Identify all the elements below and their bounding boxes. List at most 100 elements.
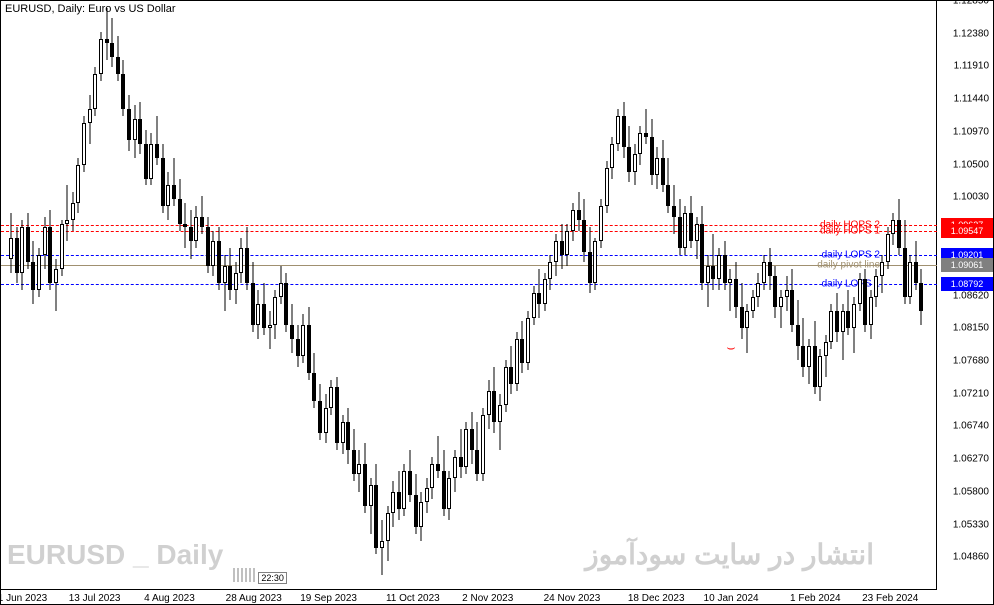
candle — [526, 1, 530, 590]
candle — [779, 1, 783, 590]
chart-plot-area[interactable]: EURUSD _ Daily انتشار در سایت سودآموز da… — [1, 1, 937, 590]
candle — [206, 1, 210, 590]
y-tick: 1.06270 — [953, 454, 989, 465]
candle — [60, 1, 64, 590]
candle — [745, 1, 749, 590]
candle — [666, 1, 670, 590]
candle — [487, 1, 491, 590]
candle — [116, 1, 120, 590]
candle — [903, 1, 907, 590]
candle — [762, 1, 766, 590]
candle — [695, 1, 699, 590]
x-tick: 1 Feb 2024 — [790, 593, 841, 604]
candle — [20, 1, 24, 590]
candle — [734, 1, 738, 590]
candle — [565, 1, 569, 590]
candle — [633, 1, 637, 590]
candle — [217, 1, 221, 590]
candle — [616, 1, 620, 590]
candle — [301, 1, 305, 590]
candle — [127, 1, 131, 590]
candle — [279, 1, 283, 590]
candle — [605, 1, 609, 590]
candle — [178, 1, 182, 590]
candle — [796, 1, 800, 590]
candle — [357, 1, 361, 590]
candle — [582, 1, 586, 590]
red-marker-icon: ⌣ — [726, 339, 735, 356]
price-tag: 1.08792 — [941, 277, 993, 291]
candle — [661, 1, 665, 590]
candle — [296, 1, 300, 590]
y-tick: 1.08620 — [953, 290, 989, 301]
candle — [425, 1, 429, 590]
candle — [560, 1, 564, 590]
candle — [650, 1, 654, 590]
candle — [841, 1, 845, 590]
candle — [262, 1, 266, 590]
candle — [391, 1, 395, 590]
candle — [290, 1, 294, 590]
candle — [312, 1, 316, 590]
candle — [520, 1, 524, 590]
candle — [627, 1, 631, 590]
candle — [144, 1, 148, 590]
candle — [751, 1, 755, 590]
candle — [239, 1, 243, 590]
candle — [436, 1, 440, 590]
candle — [200, 1, 204, 590]
y-tick: 1.08150 — [953, 323, 989, 334]
candle — [829, 1, 833, 590]
candle — [577, 1, 581, 590]
y-tick: 1.12850 — [953, 0, 989, 7]
y-tick: 1.06740 — [953, 421, 989, 432]
x-tick: 18 Dec 2023 — [628, 593, 685, 604]
candle — [453, 1, 457, 590]
y-tick: 1.10970 — [953, 126, 989, 137]
candle — [402, 1, 406, 590]
candle — [622, 1, 626, 590]
candle — [76, 1, 80, 590]
candle — [785, 1, 789, 590]
y-tick: 1.07680 — [953, 355, 989, 366]
x-tick: 23 Feb 2024 — [862, 593, 918, 604]
candle — [37, 1, 41, 590]
candle — [459, 1, 463, 590]
candle — [700, 1, 704, 590]
x-tick: 21 Jun 2023 — [0, 593, 47, 604]
candle — [397, 1, 401, 590]
candle — [430, 1, 434, 590]
y-tick: 1.10500 — [953, 159, 989, 170]
candle — [369, 1, 373, 590]
candle — [380, 1, 384, 590]
candle — [740, 1, 744, 590]
candle — [54, 1, 58, 590]
candle — [155, 1, 159, 590]
candle — [133, 1, 137, 590]
chart-container: EURUSD, Daily: Euro vs US Dollar EURUSD … — [0, 0, 994, 605]
candle — [183, 1, 187, 590]
candle — [863, 1, 867, 590]
candle — [65, 1, 69, 590]
candle — [858, 1, 862, 590]
candle — [172, 1, 176, 590]
candle — [329, 1, 333, 590]
candle — [211, 1, 215, 590]
candle — [515, 1, 519, 590]
candle — [807, 1, 811, 590]
candle — [352, 1, 356, 590]
candle — [251, 1, 255, 590]
candle — [48, 1, 52, 590]
y-tick: 1.10030 — [953, 192, 989, 203]
candle — [723, 1, 727, 590]
candle — [869, 1, 873, 590]
x-tick: 11 Oct 2023 — [386, 593, 440, 604]
candle — [284, 1, 288, 590]
candle — [813, 1, 817, 590]
candle — [419, 1, 423, 590]
candle — [914, 1, 918, 590]
candle — [548, 1, 552, 590]
y-axis: 1.048601.053301.058001.062701.067401.072… — [935, 1, 993, 590]
candle — [492, 1, 496, 590]
candle — [554, 1, 558, 590]
